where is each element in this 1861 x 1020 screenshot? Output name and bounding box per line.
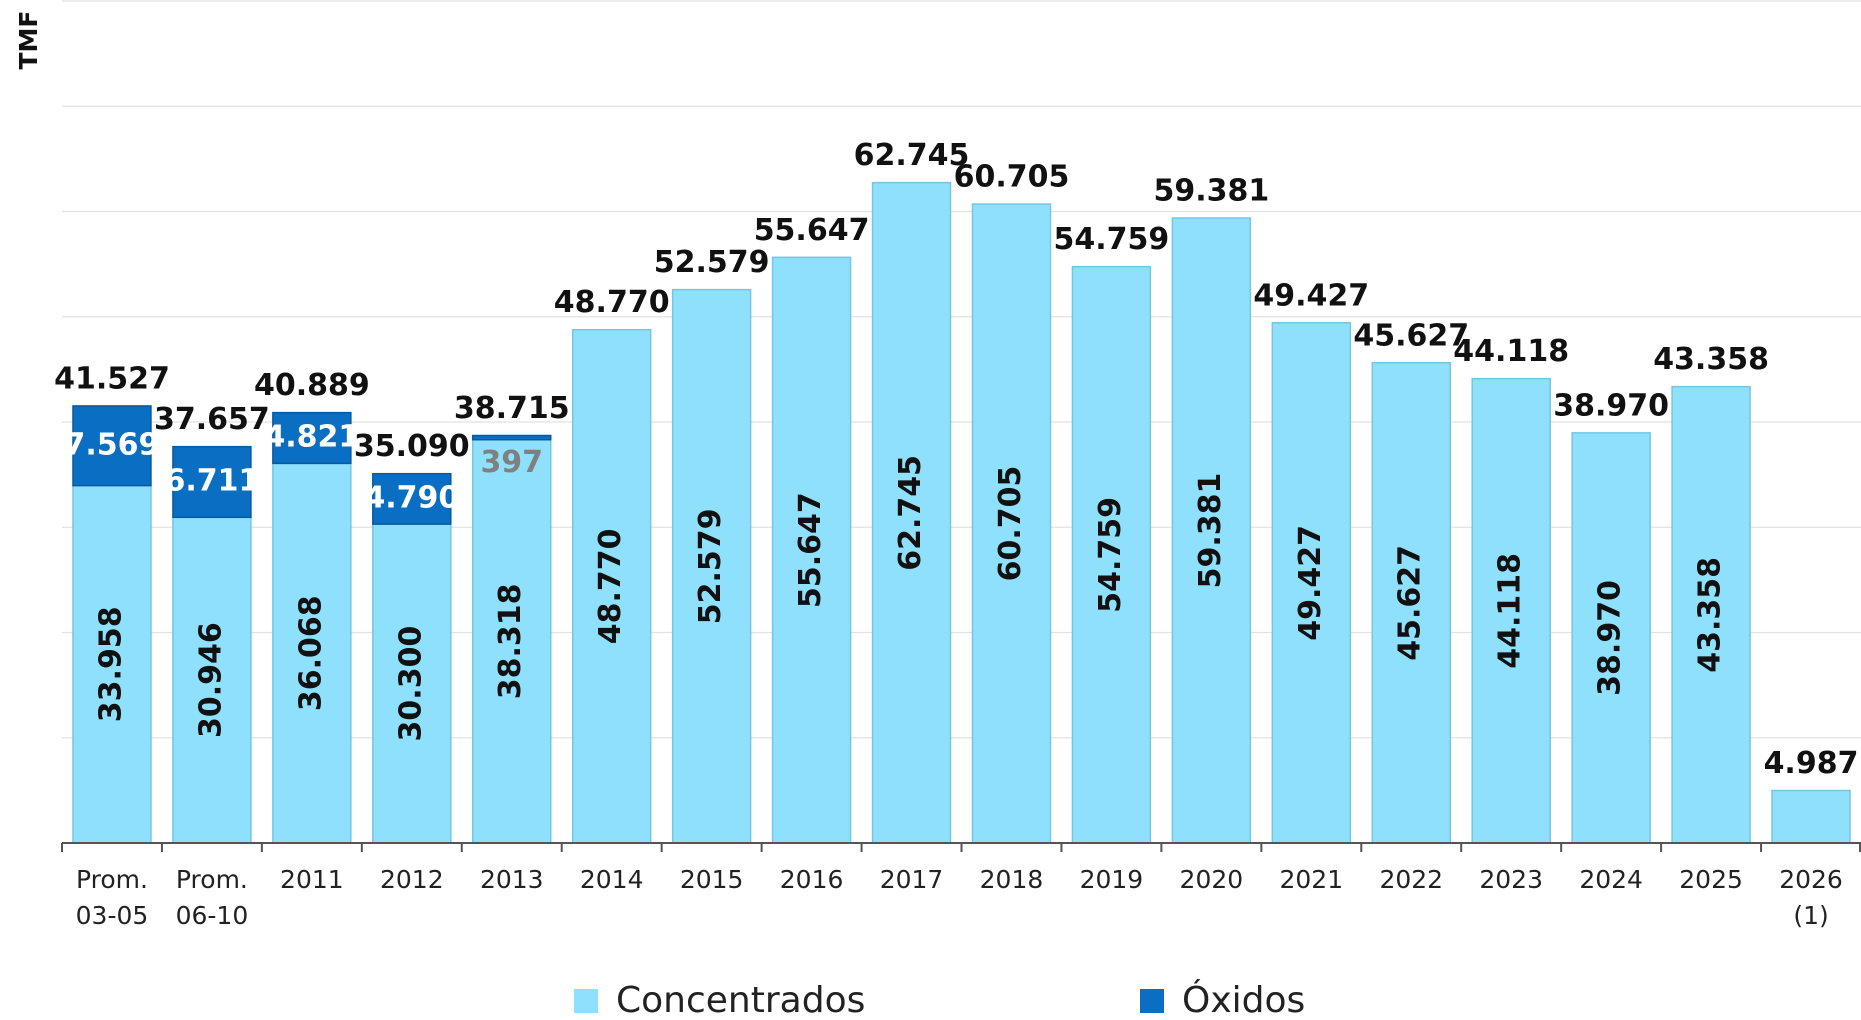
bar-segment: [1371, 362, 1451, 844]
x-tick-label: 2023: [1479, 865, 1543, 894]
bar-segment: [1771, 789, 1851, 844]
bar-segment: [671, 288, 752, 844]
total-label: 38.715: [454, 391, 570, 426]
bar-segment: [1071, 265, 1152, 844]
bar-segment: [1171, 217, 1252, 844]
x-tick-label: 2020: [1180, 865, 1244, 894]
segment-label: 397: [480, 445, 543, 480]
total-label: 49.427: [1253, 278, 1369, 313]
segment-label: 59.381: [1193, 473, 1228, 589]
total-label: 54.759: [1054, 222, 1170, 257]
x-tick-label: 2017: [880, 865, 944, 894]
x-tick-label: 2025: [1679, 865, 1743, 894]
total-label: 41.527: [54, 361, 170, 396]
bar-segment: [1271, 322, 1352, 844]
segment-label: 55.647: [793, 492, 828, 608]
segment-label: 7.569: [65, 427, 160, 462]
total-label: 62.745: [854, 138, 970, 173]
bar-segment: [1471, 377, 1551, 844]
x-tick-label: 2019: [1080, 865, 1144, 894]
bar-segment: [571, 328, 652, 844]
x-tick-label: 2012: [380, 865, 444, 894]
bar-segment: [72, 405, 152, 487]
legend-label: Concentrados: [616, 980, 865, 1020]
segment-label: 4.790: [364, 480, 459, 515]
bar-segment: [1671, 385, 1751, 844]
total-label: 40.889: [254, 368, 370, 403]
bar-segment: [771, 256, 852, 844]
total-label: 37.657: [154, 402, 270, 437]
x-tick-label: 2011: [280, 865, 344, 894]
segment-label: 36.068: [293, 595, 328, 711]
total-label: 60.705: [954, 160, 1070, 195]
total-label: 55.647: [754, 213, 870, 248]
x-tick-label: 2013: [480, 865, 544, 894]
legend-swatch: [1140, 989, 1164, 1013]
x-tick-label: 2022: [1379, 865, 1443, 894]
x-tick-label: 2015: [680, 865, 744, 894]
bar-segment: [172, 445, 252, 519]
segment-label: 6.711: [164, 463, 259, 498]
total-label: 38.970: [1553, 388, 1669, 423]
y-axis-label: TMF: [14, 10, 43, 69]
bar-segment: [72, 484, 152, 844]
x-tick-label: 2018: [980, 865, 1044, 894]
legend-swatch: [574, 989, 598, 1013]
total-label: 59.381: [1153, 174, 1269, 209]
total-label: 48.770: [554, 285, 670, 320]
segment-label: 60.705: [993, 466, 1028, 582]
x-tick-label: Prom. 06-10: [176, 865, 249, 930]
segment-label: 54.759: [1093, 497, 1128, 613]
bar-segment: [472, 438, 552, 844]
segment-label: 30.300: [393, 626, 428, 742]
segment-label: 52.579: [693, 508, 728, 624]
total-label: 45.627: [1353, 318, 1469, 353]
total-label: 44.118: [1453, 334, 1569, 369]
bar-segment: [272, 411, 352, 465]
legend-label: Óxidos: [1182, 979, 1305, 1020]
segment-label: 44.118: [1493, 553, 1528, 669]
segment-label: 38.318: [493, 583, 528, 699]
total-label: 35.090: [354, 429, 470, 464]
segment-label: 45.627: [1393, 545, 1428, 661]
x-tick-label: 2024: [1579, 865, 1643, 894]
segment-label: 48.770: [593, 528, 628, 644]
x-tick-label: 2016: [780, 865, 844, 894]
segment-label: 33.958: [93, 606, 128, 722]
total-label: 43.358: [1653, 342, 1769, 377]
bar-segment: [372, 472, 452, 525]
bar-segment: [472, 434, 552, 441]
segment-label: 49.427: [1293, 525, 1328, 641]
segment-label: 43.358: [1693, 557, 1728, 673]
total-label: 52.579: [654, 245, 770, 280]
x-tick-label: 2021: [1279, 865, 1343, 894]
segment-label: 62.745: [893, 455, 928, 571]
segment-label: 38.970: [1593, 580, 1628, 696]
x-tick-label: Prom. 03-05: [76, 865, 149, 930]
x-tick-label: 2014: [580, 865, 644, 894]
x-tick-label: 2026 (1): [1779, 865, 1843, 930]
bar-segment: [871, 181, 952, 844]
segment-label: 30.946: [193, 622, 228, 738]
total-label: 4.987: [1764, 746, 1859, 781]
segment-label: 4.821: [264, 420, 359, 455]
bar-segment: [1571, 432, 1651, 844]
bar-segment: [971, 203, 1052, 844]
